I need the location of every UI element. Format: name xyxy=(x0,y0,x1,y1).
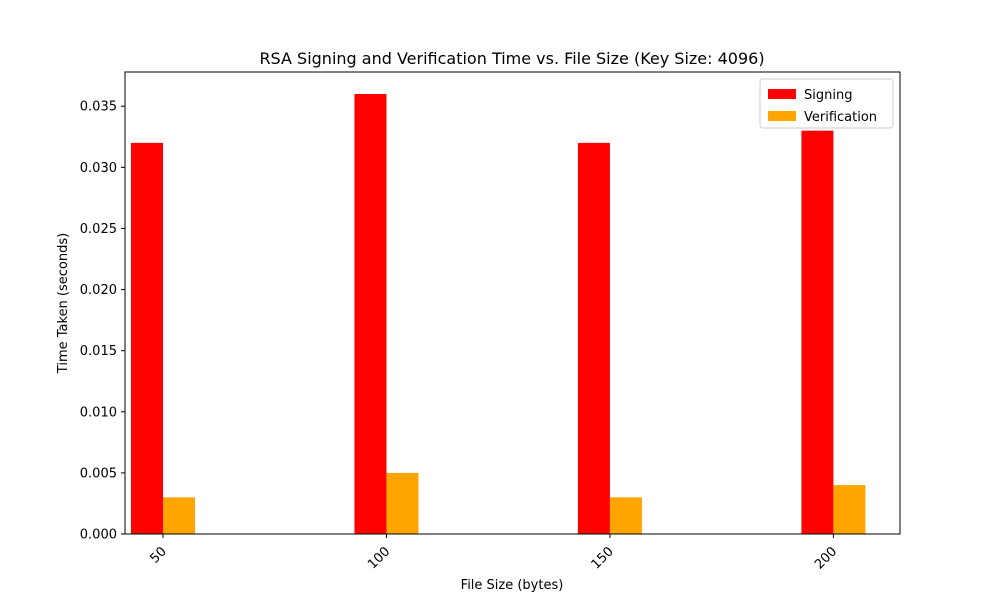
bar-signing-50 xyxy=(130,142,163,534)
bar-signing-150 xyxy=(577,142,610,534)
y-tick-label: 0.010 xyxy=(80,405,117,420)
y-tick-label: 0.020 xyxy=(80,283,117,298)
y-tick-label: 0.015 xyxy=(80,344,117,359)
bar-verification-150 xyxy=(609,497,642,534)
y-tick-label: 0.035 xyxy=(80,100,117,115)
y-axis-label: Time Taken (seconds) xyxy=(56,233,71,374)
legend-swatch-signing xyxy=(768,89,796,99)
bar-verification-100 xyxy=(386,472,419,534)
bar-verification-50 xyxy=(162,497,195,534)
bar-verification-200 xyxy=(833,485,866,534)
y-tick-label: 0.030 xyxy=(80,161,117,176)
x-tick-label: 200 xyxy=(812,544,840,572)
x-tick-label: 50 xyxy=(148,544,170,566)
legend-label-verification: Verification xyxy=(804,110,877,125)
x-tick-label: 150 xyxy=(589,544,617,572)
bars-group xyxy=(130,94,866,534)
x-tick-label: 100 xyxy=(365,544,393,572)
x-axis: 50 100 150 200 xyxy=(148,534,840,572)
y-tick-label: 0.005 xyxy=(80,466,117,481)
legend: Signing Verification xyxy=(759,78,894,129)
legend-label-signing: Signing xyxy=(804,88,852,103)
legend-swatch-verification xyxy=(768,111,796,121)
chart-title: RSA Signing and Verification Time vs. Fi… xyxy=(259,49,764,68)
y-axis: 0.000 0.005 0.010 0.015 0.020 0.025 0.030 0.035 xyxy=(80,100,125,543)
x-axis-label: File Size (bytes) xyxy=(461,578,564,593)
plot-frame xyxy=(124,71,901,535)
bar-signing-200 xyxy=(801,130,834,534)
bar-signing-100 xyxy=(354,94,387,534)
y-tick-label: 0.000 xyxy=(80,528,117,543)
y-tick-label: 0.025 xyxy=(80,222,117,237)
